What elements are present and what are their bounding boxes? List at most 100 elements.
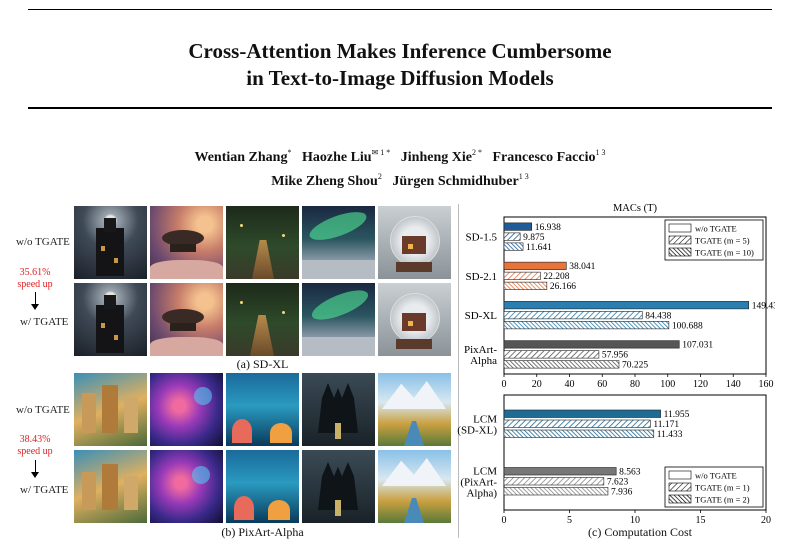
x-tick-label: 140 [726,379,741,390]
category-label: LCM [473,413,497,425]
author-affiliation: ✉ 1 * [371,148,391,157]
author-affiliation: 1 3 [595,148,606,157]
bar [503,242,524,251]
computation-cost-chart: MACs (T)0 20 40 60 80 100 120 140 16016.9389.875… [457,203,775,526]
panel-a-arrowhead [31,304,39,310]
bar [503,321,670,330]
author-name: Francesco Faccio [492,150,596,165]
panel-a-speedup: 35.61% speed up [10,267,60,291]
x-tick-label: 80 [630,379,640,390]
bar [503,350,600,359]
title-line-2: in Text-to-Image Diffusion Models [246,66,554,90]
bar-value-label: 11.433 [657,430,683,440]
panel-separator [458,204,459,538]
legend-swatch [668,223,692,233]
category-label: Alpha) [466,487,497,499]
author-name: Jinheng Xie [400,150,472,165]
category-label: PixArt- [464,344,497,356]
image-forest-stairs-tgate [226,283,299,356]
bar-value-label: 22.208 [543,272,569,282]
bar-value-label: 107.031 [682,341,713,351]
author-affiliation: 1 3 [518,172,529,181]
legend-label: TGATE (m = 2) [695,495,750,505]
panel-a-row-label-with: w/ TGATE [20,316,69,328]
bar-value-label: 26.166 [550,282,576,292]
bar [503,261,567,270]
x-tick-label: 100 [660,379,675,390]
image-castle-night [74,206,147,279]
bar-value-label: 57.956 [602,351,628,361]
image-snow-globe [378,206,451,279]
x-tick-label: 0 [502,515,507,526]
image-mountain-river-tgate [378,450,451,523]
image-coral-reef-tgate [226,450,299,523]
legend-swatch [668,235,692,245]
author-name: Mike Zheng Shou [271,174,378,189]
bar [503,311,643,320]
x-tick-label: 0 [502,379,507,390]
image-dark-castle [302,373,375,446]
legend-swatch [668,482,692,492]
image-snow-globe-tgate [378,283,451,356]
bar-value-label: 7.623 [607,478,629,488]
category-label: SD-XL [465,310,498,322]
image-castle-night-tgate [74,283,147,356]
legend-swatch [668,494,692,504]
legend-label: TGATE (m = 10) [695,248,754,258]
image-mountain-river [378,373,451,446]
author-name: Jürgen Schmidhuber [392,174,519,189]
image-airship-clouds [150,206,223,279]
image-fantasy-city-tgate [74,450,147,523]
bar-value-label: 11.955 [664,410,690,420]
legend-label: TGATE (m = 5) [695,236,750,246]
bar [503,271,541,280]
bar [503,467,617,476]
title-rule-bottom [28,107,772,109]
image-coral-reef [226,373,299,446]
bar [503,360,620,369]
bar-value-label: 16.938 [535,223,561,233]
author-line-1: Wentian Zhang* Haozhe Liu✉ 1 * Jinheng X… [0,143,800,167]
caption-panel-c: (c) Computation Cost [588,525,692,539]
image-aurora-city-tgate [302,283,375,356]
bar-value-label: 70.225 [622,361,648,371]
author-line-2: Mike Zheng Shou2 Jürgen Schmidhuber1 3 [0,167,800,191]
x-tick-label: 40 [565,379,575,390]
speedup-percent: 35.61% [19,267,51,278]
bar [503,409,661,418]
legend-label: w/o TGATE [695,224,737,234]
bar [503,222,533,231]
bar [503,232,521,241]
author-name: Wentian Zhang [194,150,288,165]
panel-b-arrowhead [31,472,39,478]
author-affiliation: 2 * [471,148,482,157]
panel-a-arrow [35,292,36,306]
image-airship-clouds-tgate [150,283,223,356]
legend-label: w/o TGATE [695,471,737,481]
author-name: Haozhe Liu [301,150,372,165]
speedup-text: speed up [17,279,53,290]
image-nebula [150,373,223,446]
category-label: SD-1.5 [466,232,498,244]
bar [503,301,750,310]
bar-value-label: 11.171 [653,420,679,430]
image-dark-castle-tgate [302,450,375,523]
x-tick-label: 10 [630,515,640,526]
speedup-percent: 38.43% [19,434,51,445]
author-list: Wentian Zhang* Haozhe Liu✉ 1 * Jinheng X… [0,143,800,191]
x-tick-label: 20 [761,515,771,526]
x-tick-label: 160 [759,379,774,390]
bar-value-label: 9.875 [523,233,545,243]
x-tick-label: 120 [693,379,708,390]
x-tick-label: 60 [597,379,607,390]
panel-b-speedup: 38.43% speed up [10,434,60,458]
caption-panel-a: (a) SD-XL [236,357,289,371]
author-affiliation: 2 [377,172,382,181]
panel-b-arrow [35,460,36,474]
category-label: Alpha [470,355,497,367]
title-line-1: Cross-Attention Makes Inference Cumberso… [188,39,612,63]
image-nebula-tgate [150,450,223,523]
image-forest-stairs [226,206,299,279]
panel-a-row-label-without: w/o TGATE [16,236,70,248]
x-tick-label: 15 [696,515,706,526]
